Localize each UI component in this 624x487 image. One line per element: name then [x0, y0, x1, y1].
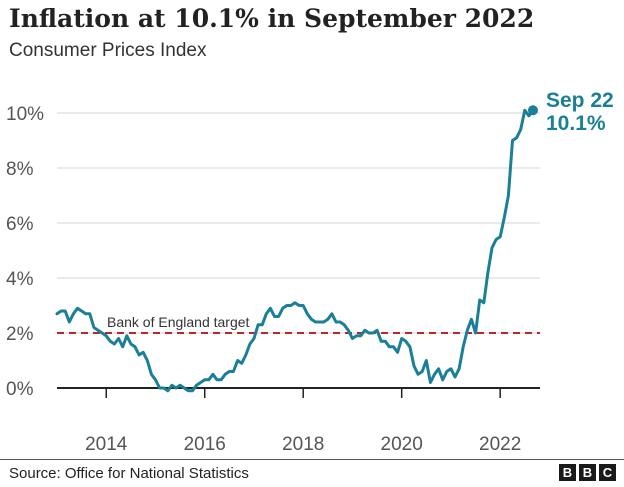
y-tick-label: 10%	[6, 104, 44, 125]
series-group	[55, 105, 538, 393]
footer-divider	[0, 459, 624, 460]
line-chart: 0% 2% 4% 6% 8% 10% 2014 2016 2018 2020 2022 Bank …	[6, 89, 614, 455]
y-tick-label: 8%	[6, 159, 34, 180]
gridlines	[57, 112, 540, 389]
annotation-value: 10.1%	[546, 112, 606, 135]
annotation-date: Sep 22	[546, 89, 614, 112]
x-tick-label: 2020	[381, 434, 423, 455]
logo-block: B	[579, 464, 596, 481]
x-tick-label: 2022	[479, 434, 521, 455]
y-tick-label: 2%	[6, 324, 34, 345]
target-reference-label: Bank of England target	[107, 314, 250, 330]
y-tick-label: 6%	[6, 214, 34, 235]
logo-block: B	[559, 464, 576, 481]
latest-data-point	[528, 105, 538, 116]
x-tick-label: 2014	[85, 434, 128, 455]
chart-title: Inflation at 10.1% in September 2022	[9, 4, 535, 33]
y-tick-label: 0%	[6, 379, 34, 400]
reference-line-group: Bank of England target	[57, 314, 540, 334]
cpi-series-line	[55, 108, 535, 393]
y-tick-label: 4%	[6, 269, 34, 290]
y-axis-tick-labels: 0% 2% 4% 6% 8% 10%	[6, 104, 44, 400]
x-tick-label: 2018	[282, 434, 324, 455]
source-note: Source: Office for National Statistics	[9, 465, 249, 482]
bbc-logo: B B C	[559, 464, 616, 481]
chart-subtitle: Consumer Prices Index	[9, 40, 207, 61]
x-axis-tick-labels: 2014 2016 2018 2020 2022	[85, 389, 521, 455]
logo-block: C	[599, 464, 616, 481]
x-tick-label: 2016	[184, 434, 226, 455]
